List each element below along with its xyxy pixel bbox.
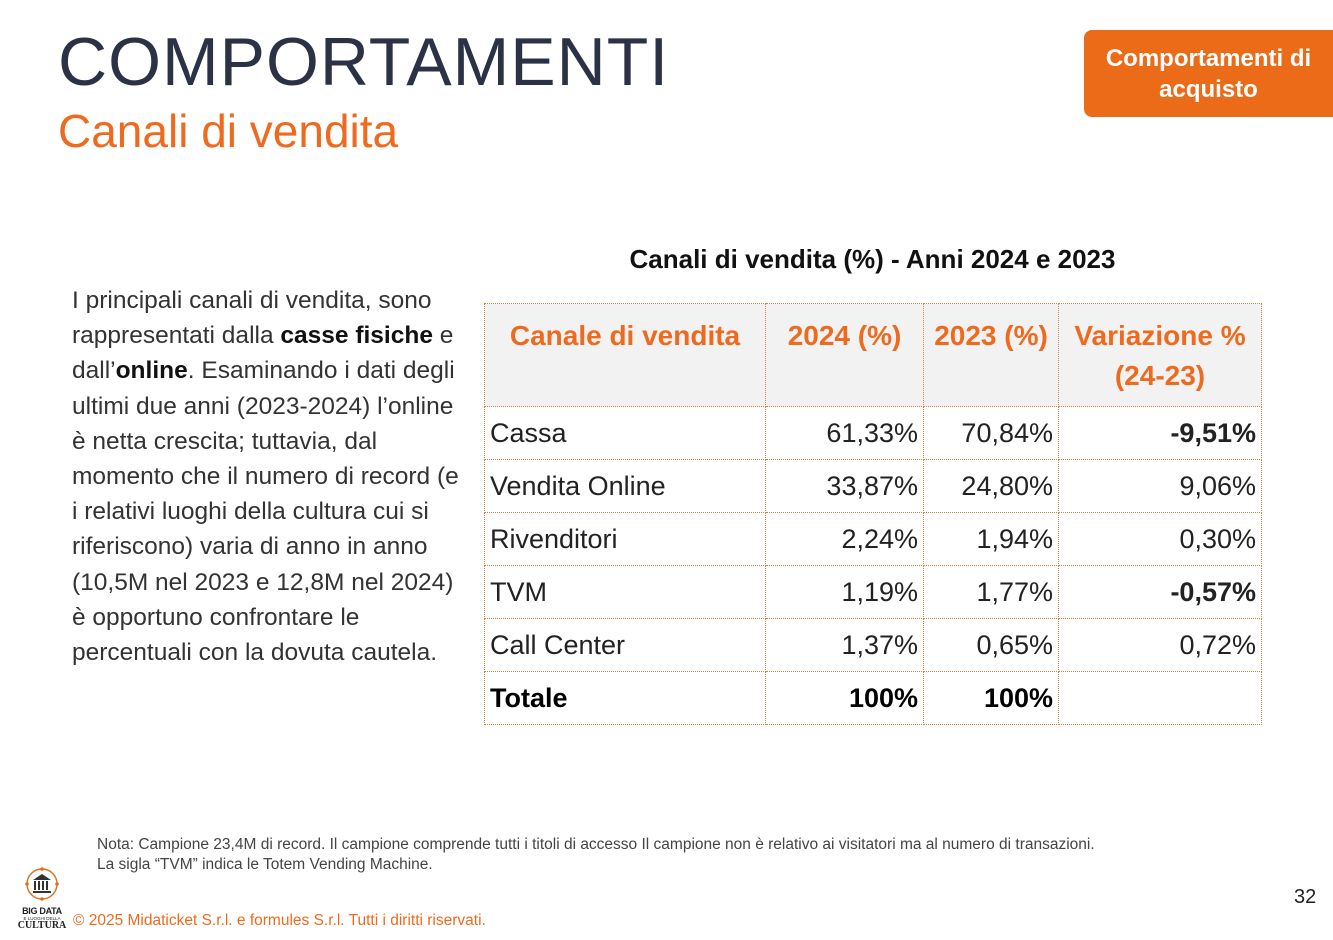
cell-variazione: 0,30%	[1058, 512, 1262, 566]
cell-canale: Rivenditori	[484, 512, 766, 566]
cell-2024: 1,37%	[765, 618, 924, 672]
footnote-line-1: Nota: Campione 23,4M di record. Il campi…	[97, 836, 1095, 853]
intro-text-3: . Esaminando i dati degli ultimi due ann…	[72, 357, 459, 667]
intro-text-2: e dall’	[72, 322, 454, 385]
table-header-row: Canale di vendita 2024 (%) 2023 (%) Vari…	[484, 303, 1262, 407]
cell-variazione: -9,51%	[1058, 406, 1262, 460]
cell-2023: 24,80%	[923, 459, 1059, 513]
cell-variazione: -0,57%	[1058, 565, 1262, 619]
cell-variazione: 9,06%	[1058, 459, 1262, 513]
big-data-logo: BIG DATA E LUOGHI DELLA CULTURA	[14, 866, 70, 931]
logo-text-2: E LUOGHI DELLA	[23, 916, 61, 921]
cell-2024: 100%	[765, 671, 924, 725]
footnote-line-2: La sigla “TVM” indica le Totem Vending M…	[97, 856, 433, 873]
section-badge: Comportamenti di acquisto	[1084, 30, 1333, 117]
logo-text-1: BIG DATA	[22, 906, 62, 916]
header-2024: 2024 (%)	[765, 303, 924, 407]
cell-2023: 1,77%	[923, 565, 1059, 619]
intro-bold-online: online	[115, 357, 188, 385]
cell-canale: TVM	[484, 565, 766, 619]
cell-2023: 1,94%	[923, 512, 1059, 566]
table-row: TVM 1,19% 1,77% -0,57%	[484, 565, 1262, 619]
cell-2024: 1,19%	[765, 565, 924, 619]
table-row: Cassa 61,33% 70,84% -9,51%	[484, 406, 1262, 460]
header-variazione: Variazione % (24-23)	[1058, 303, 1262, 407]
cell-2024: 61,33%	[765, 406, 924, 460]
table-total-row: Totale 100% 100%	[484, 671, 1262, 725]
table-title: Canali di vendita (%) - Anni 2024 e 2023	[629, 244, 1116, 274]
cell-canale: Vendita Online	[484, 459, 766, 513]
table-row: Call Center 1,37% 0,65% 0,72%	[484, 618, 1262, 672]
cell-variazione	[1058, 671, 1262, 725]
header-canale: Canale di vendita	[484, 303, 766, 407]
cell-2024: 33,87%	[765, 459, 924, 513]
cell-2023: 100%	[923, 671, 1059, 725]
cell-2023: 0,65%	[923, 618, 1059, 672]
cell-2024: 2,24%	[765, 512, 924, 566]
cell-variazione: 0,72%	[1058, 618, 1262, 672]
page-title: COMPORTAMENTI	[58, 24, 670, 100]
logo-text-3: CULTURA	[17, 920, 67, 931]
cell-canale: Totale	[484, 671, 766, 725]
page-subtitle: Canali di vendita	[58, 105, 399, 157]
page-number: 32	[1294, 886, 1317, 908]
intro-paragraph: I principali canali di vendita, sono rap…	[72, 283, 462, 670]
intro-bold-casse: casse fisiche	[280, 322, 433, 350]
header-2023: 2023 (%)	[923, 303, 1059, 407]
table-row: Rivenditori 2,24% 1,94% 0,30%	[484, 512, 1262, 566]
cell-canale: Call Center	[484, 618, 766, 672]
intro-text-1: I principali canali di vendita, sono rap…	[72, 287, 432, 350]
footnote: Nota: Campione 23,4M di record. Il campi…	[97, 835, 1095, 875]
copyright: © 2025 Midaticket S.r.l. e formules S.r.…	[73, 912, 486, 929]
sales-channel-table: Canale di vendita 2024 (%) 2023 (%) Vari…	[484, 303, 1262, 725]
cell-2023: 70,84%	[923, 406, 1059, 460]
cell-canale: Cassa	[484, 406, 766, 460]
temple-icon	[25, 867, 59, 901]
table-row: Vendita Online 33,87% 24,80% 9,06%	[484, 459, 1262, 513]
